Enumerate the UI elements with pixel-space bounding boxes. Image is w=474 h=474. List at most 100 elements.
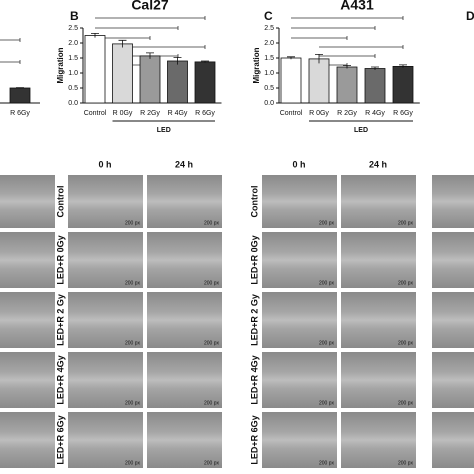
- x-tick-label: R 2Gy: [140, 110, 160, 117]
- bar: [9, 87, 31, 104]
- microscopy-image: [68, 412, 143, 468]
- row-label: LED+R 2 Gy: [55, 294, 65, 346]
- microscopy-image: [262, 232, 337, 288]
- microscopy-image: [262, 175, 337, 228]
- x-tick-label: Control: [84, 110, 107, 117]
- bar: [167, 60, 188, 104]
- microscopy-image: [68, 175, 143, 228]
- microscopy-image: [68, 352, 143, 408]
- y-tick-label: 1.0: [68, 70, 78, 77]
- microscopy-image: [0, 292, 55, 348]
- bar: [392, 66, 414, 104]
- y-tick-label: 1.5: [68, 55, 78, 62]
- x-tick-label: R 4Gy: [365, 110, 385, 117]
- scale-label: 200 px: [125, 340, 141, 346]
- y-axis-label: Migration: [56, 47, 65, 83]
- y-tick-label: 2.0: [68, 40, 78, 47]
- scale-label: 200 px: [319, 340, 335, 346]
- scale-label: 200 px: [319, 220, 335, 226]
- row-label: LED+R 0Gy: [55, 235, 65, 284]
- microscopy-image: [341, 412, 416, 468]
- bar: [280, 57, 302, 104]
- microscopy-image: [262, 412, 337, 468]
- row-label: LED+R 6Gy: [249, 415, 259, 464]
- x-tick-label: R 2Gy: [337, 110, 357, 117]
- microscopy-image: [432, 175, 474, 228]
- bar: [84, 35, 106, 104]
- bar: [194, 61, 216, 104]
- microscopy-image: [0, 175, 55, 228]
- scale-label: 200 px: [319, 280, 335, 286]
- panel-label: D: [466, 9, 474, 23]
- error-bar: [201, 60, 209, 63]
- microscopy-image: [0, 232, 55, 288]
- microscopy-image: [432, 412, 474, 468]
- time-header: 0 h: [98, 159, 111, 169]
- x-tick-label: R 6Gy: [195, 110, 215, 117]
- row-label: Control: [249, 186, 259, 218]
- microscopy-image: [341, 232, 416, 288]
- bar: [308, 58, 330, 104]
- scale-label: 200 px: [319, 460, 335, 466]
- x-tick-label: R 0Gy: [309, 110, 329, 117]
- scale-label: 200 px: [398, 400, 414, 406]
- microscopy-image: [262, 352, 337, 408]
- row-label: Control: [55, 186, 65, 218]
- bar: [336, 66, 358, 104]
- scale-label: 200 px: [204, 460, 220, 466]
- group-label: LED: [157, 127, 171, 134]
- row-label: LED+R 4Gy: [249, 355, 259, 404]
- microscopy-image: [0, 412, 55, 468]
- microscopy-image: [147, 232, 222, 288]
- error-bar: [91, 33, 99, 38]
- scale-label: 200 px: [125, 220, 141, 226]
- scale-label: 200 px: [125, 460, 141, 466]
- microscopy-image: [341, 352, 416, 408]
- microscopy-image: [0, 352, 55, 408]
- scale-label: 200 px: [398, 220, 414, 226]
- scale-label: 200 px: [398, 460, 414, 466]
- error-bar: [287, 56, 295, 60]
- y-tick-label: 0.0: [68, 100, 78, 107]
- microscopy-image: [432, 292, 474, 348]
- microscopy-image: [68, 232, 143, 288]
- panel-label: B: [70, 9, 79, 23]
- microscopy-image: [68, 292, 143, 348]
- error-bar: [16, 87, 24, 89]
- microscopy-image: [147, 412, 222, 468]
- row-label: LED+R 4Gy: [55, 355, 65, 404]
- time-header: 0 h: [292, 159, 305, 169]
- error-bar: [315, 54, 323, 64]
- scale-label: 200 px: [204, 400, 220, 406]
- error-bar: [146, 52, 154, 59]
- error-bar: [118, 39, 127, 48]
- error-bar: [371, 66, 379, 70]
- panel-label: C: [264, 9, 273, 23]
- scale-label: 200 px: [204, 220, 220, 226]
- scale-label: 200 px: [125, 400, 141, 406]
- y-tick-label: 1.0: [264, 70, 274, 77]
- x-tick-label: R 4Gy: [168, 110, 188, 117]
- y-tick-label: 2.5: [264, 25, 274, 32]
- microscopy-image: [147, 292, 222, 348]
- bar: [112, 43, 133, 104]
- bar: [139, 55, 161, 104]
- x-tick-label: Control: [280, 110, 303, 117]
- row-label: LED+R 6Gy: [55, 415, 65, 464]
- y-tick-label: 1.5: [264, 55, 274, 62]
- error-bar: [399, 64, 407, 68]
- x-tick-label: R 6Gy: [10, 110, 30, 117]
- y-tick-label: 0.5: [264, 85, 274, 92]
- error-bar: [343, 65, 351, 69]
- y-axis-label: Migration: [252, 47, 261, 83]
- scale-label: 200 px: [319, 400, 335, 406]
- group-label: LED: [354, 127, 368, 134]
- time-header: 24 h: [369, 159, 387, 169]
- y-tick-label: 0.0: [264, 100, 274, 107]
- x-tick-label: R 0Gy: [113, 110, 133, 117]
- scale-label: 200 px: [204, 280, 220, 286]
- microscopy-image: [341, 175, 416, 228]
- row-label: LED+R 2 Gy: [249, 294, 259, 346]
- microscopy-image: [147, 352, 222, 408]
- microscopy-image: [432, 232, 474, 288]
